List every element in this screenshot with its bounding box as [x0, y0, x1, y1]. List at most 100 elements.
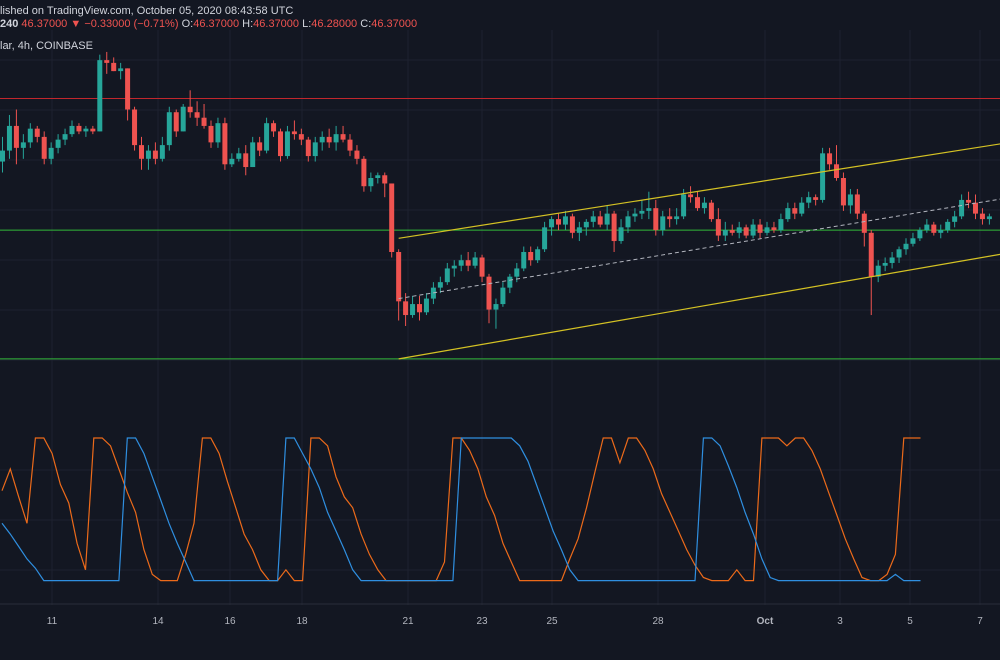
- candle-body: [257, 142, 263, 151]
- candle-body: [215, 123, 221, 143]
- candle-body: [903, 243, 909, 250]
- candle-body: [222, 123, 228, 165]
- candle-body: [986, 216, 992, 220]
- candle-body: [493, 304, 499, 310]
- candle-body: [639, 210, 645, 214]
- candle-body: [305, 139, 311, 157]
- candle-body: [41, 136, 47, 159]
- candle-body: [514, 268, 520, 277]
- x-tick-label: 3: [837, 616, 843, 627]
- candle-body: [34, 128, 40, 137]
- candle-body: [347, 139, 353, 151]
- candle-body: [20, 142, 26, 148]
- candle-body: [139, 145, 144, 159]
- candle-body: [500, 287, 506, 305]
- candle-body: [792, 208, 798, 214]
- candle-body: [132, 109, 138, 146]
- candle-body: [931, 224, 937, 233]
- candle-body: [173, 112, 179, 132]
- candle-body: [159, 145, 165, 159]
- candle-body: [562, 216, 568, 225]
- oscillator-line-orange: [1, 437, 921, 582]
- x-tick-label: 28: [652, 616, 664, 627]
- candle-body: [827, 153, 833, 165]
- x-tick-label: 7: [977, 616, 983, 627]
- candle-body: [6, 125, 12, 151]
- candle-body: [910, 238, 916, 244]
- candle-body: [681, 194, 687, 217]
- candle-body: [403, 301, 409, 316]
- candle-body: [924, 224, 930, 231]
- candle-body: [0, 150, 5, 162]
- candle-body: [549, 219, 555, 228]
- candle-body: [194, 112, 200, 118]
- candle-body: [250, 142, 256, 168]
- candle-body: [771, 227, 777, 231]
- last-price: 46.37000: [21, 18, 68, 30]
- candle-body: [97, 60, 103, 132]
- candle-body: [674, 216, 680, 220]
- close-value: 46.37000: [371, 18, 418, 30]
- candle-body: [521, 252, 527, 269]
- candle-body: [966, 199, 972, 203]
- candle-body: [382, 175, 388, 184]
- candle-body: [271, 123, 277, 132]
- candle-body: [451, 265, 457, 269]
- candle-body: [945, 221, 951, 231]
- candle-body: [854, 194, 860, 214]
- candle-body: [410, 304, 416, 316]
- candle-body: [528, 252, 534, 261]
- candle-body: [701, 202, 707, 209]
- candle-body: [69, 125, 75, 135]
- candle-body: [708, 202, 714, 220]
- candle-body: [938, 230, 944, 233]
- candle-body: [597, 216, 603, 225]
- candle-body: [507, 276, 513, 288]
- candle-body: [847, 194, 853, 206]
- candle-body: [695, 197, 700, 209]
- candle-body: [437, 282, 443, 288]
- close-label: C:: [360, 18, 372, 30]
- symbol-text: lar, 4h, COINBASE: [0, 40, 93, 52]
- candle-body: [952, 216, 958, 222]
- candle-body: [111, 62, 117, 72]
- candle-body: [152, 150, 158, 159]
- candle-body: [13, 125, 19, 148]
- high-value: 46.37000: [253, 18, 300, 30]
- candle-body: [187, 106, 193, 113]
- candle-body: [62, 134, 68, 140]
- candle-body: [625, 216, 631, 228]
- candle-body: [284, 131, 290, 157]
- candle-body: [27, 128, 33, 143]
- candle-body: [354, 150, 360, 159]
- x-tick-label: 23: [476, 616, 488, 627]
- candle-body: [125, 68, 131, 110]
- candle-body: [715, 219, 721, 236]
- candle-body: [875, 265, 881, 277]
- x-tick-label: Oct: [757, 616, 774, 627]
- candle-body: [743, 227, 749, 236]
- candle-body: [979, 213, 985, 220]
- candle-body: [917, 230, 923, 239]
- candle-body: [472, 257, 478, 266]
- candle-body: [389, 183, 395, 252]
- x-tick-label: 18: [296, 616, 308, 627]
- candle-body: [632, 213, 638, 217]
- candle-body: [333, 134, 339, 143]
- candle-body: [361, 158, 367, 187]
- quote-header: 240 46.37000 ▼ −0.33000 (−0.71%) O:46.37…: [0, 18, 417, 30]
- candle-body: [583, 221, 589, 228]
- candle-body: [806, 197, 812, 203]
- candle-body: [319, 136, 325, 143]
- candle-body: [243, 153, 249, 168]
- candle-body: [618, 227, 624, 242]
- channel-upper-line: [398, 143, 1000, 239]
- low-label: L:: [302, 18, 312, 30]
- candle-body: [576, 227, 582, 233]
- candle-body: [813, 197, 819, 200]
- price-change: ▼ −0.33000 (−0.71%): [70, 18, 179, 30]
- candle-body: [778, 219, 784, 231]
- candle-body: [278, 131, 283, 157]
- candle-body: [542, 227, 548, 250]
